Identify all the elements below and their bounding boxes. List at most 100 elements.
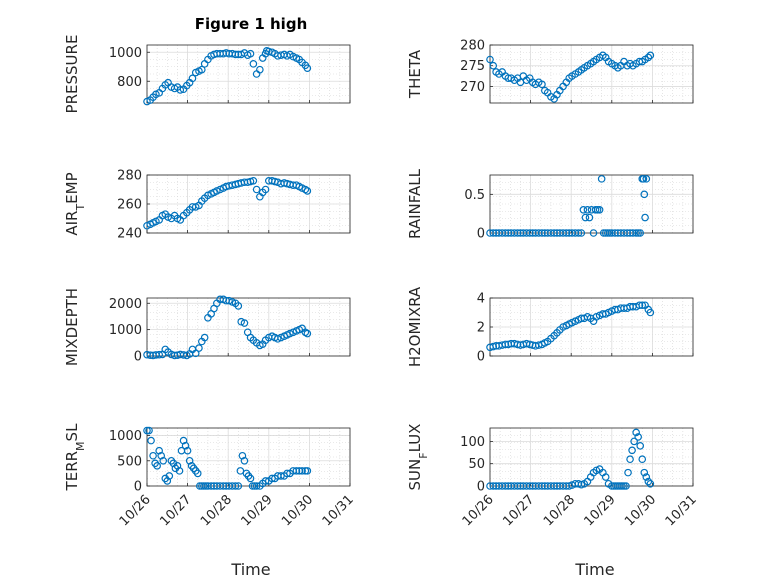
data-point — [550, 482, 558, 490]
subplot-sun-flux: 0 50 100 SUNFLUX 10/26 10/27 10/28 10/29 10/30 10… — [406, 424, 700, 530]
data-point — [595, 206, 604, 214]
data-point — [538, 229, 546, 237]
x-tick-label: 10/29 — [239, 492, 276, 529]
data-point — [283, 469, 291, 478]
data-point — [175, 467, 184, 475]
data-point — [252, 482, 261, 490]
data-point — [303, 187, 312, 195]
y-axis-label: H2OMIXRA — [406, 286, 424, 367]
data-point — [489, 482, 498, 490]
axes-box — [489, 44, 694, 104]
x-tick-label: 10/27 — [500, 492, 537, 529]
data-point — [525, 229, 534, 237]
data-point — [261, 185, 270, 194]
axes-box — [146, 174, 351, 234]
y-tick-label: 50 — [468, 457, 485, 472]
data-point — [489, 61, 498, 70]
data-point — [249, 177, 258, 185]
data-point — [219, 482, 228, 490]
x-tick-label: 10/30 — [622, 492, 659, 529]
data-point — [240, 319, 249, 327]
y-tick-label: 0 — [477, 480, 485, 495]
data-point — [149, 451, 157, 460]
subplot-h2omixra: 0 2 4 H2OMIXRA — [406, 286, 694, 367]
data-point — [188, 74, 197, 83]
y-axis-label: SUNFLUX — [406, 424, 430, 491]
axes-box — [489, 427, 694, 487]
data-point — [579, 206, 588, 214]
data-point — [261, 477, 270, 485]
x-axis-label-left: Time — [230, 560, 270, 579]
data-point — [231, 50, 240, 59]
axes-box — [146, 427, 351, 487]
axes-box — [146, 44, 351, 104]
data-point — [303, 329, 312, 338]
y-tick-label: 2 — [477, 321, 485, 336]
data-point — [292, 467, 301, 475]
data-point — [159, 456, 168, 465]
data-point — [622, 482, 630, 490]
y-tick-label: 100 — [460, 435, 485, 450]
data-point — [646, 51, 655, 60]
axes-box — [489, 174, 694, 234]
data-point — [581, 213, 590, 222]
data-point — [501, 229, 510, 237]
data-point — [597, 175, 606, 183]
y-tick-label: 0 — [134, 350, 142, 365]
data-point — [611, 229, 619, 237]
y-tick-label: 0 — [134, 480, 142, 495]
y-tick-label: 0.5 — [464, 188, 485, 203]
y-tick-label: 1000 — [109, 429, 142, 444]
data-point — [640, 468, 649, 477]
data-point — [636, 229, 645, 237]
data-point — [589, 229, 598, 237]
data-point — [583, 206, 592, 214]
subplot-mixdepth: 0 1000 2000 MIXDEPTH — [63, 288, 351, 366]
y-tick-label: 500 — [117, 454, 142, 469]
data-point — [644, 477, 653, 486]
y-axis-label: TERRMSL — [63, 423, 87, 492]
data-point — [550, 229, 558, 237]
data-point — [240, 456, 249, 465]
data-point — [640, 190, 649, 199]
data-point — [179, 436, 188, 445]
data-point — [176, 86, 185, 94]
data-point — [639, 175, 648, 183]
y-tick-label: 1000 — [109, 323, 142, 338]
data-point — [301, 185, 310, 194]
y-tick-label: 4 — [477, 292, 485, 307]
data-point — [634, 433, 642, 441]
subplot-pressure: 800 1000 PRESSURE — [63, 35, 351, 114]
data-point — [298, 467, 306, 475]
data-point — [623, 229, 632, 237]
data-point — [249, 60, 258, 68]
subplot-air-temp: 240 260 280 AIRTEMP — [63, 169, 351, 242]
data-point — [185, 456, 194, 465]
y-tick-label: 0 — [477, 227, 485, 242]
data-point — [200, 333, 209, 342]
data-point — [246, 49, 255, 58]
data-point — [234, 302, 243, 310]
y-axis-label: AIRTEMP — [63, 172, 87, 235]
data-point — [644, 53, 653, 62]
y-tick-label: 280 — [117, 169, 142, 184]
y-tick-label: 280 — [460, 39, 485, 54]
data-point — [646, 308, 655, 317]
data-point — [163, 477, 172, 485]
y-tick-label: 275 — [460, 59, 485, 74]
axes-box — [146, 297, 351, 357]
data-point — [629, 229, 637, 237]
data-point — [636, 442, 645, 450]
data-point — [486, 55, 494, 64]
y-tick-label: 2000 — [109, 297, 142, 312]
data-point — [191, 349, 200, 358]
data-point — [157, 451, 166, 460]
y-tick-label: 1000 — [109, 46, 142, 61]
y-axis-label: PRESSURE — [63, 35, 81, 114]
subplot-terr-msl: 0 500 1000 TERRMSL 10/26 10/27 10/28 10/29 10/30… — [63, 423, 357, 529]
data-point — [642, 175, 651, 183]
data-point — [626, 455, 634, 464]
data-point — [630, 437, 638, 446]
data-point — [207, 482, 215, 490]
